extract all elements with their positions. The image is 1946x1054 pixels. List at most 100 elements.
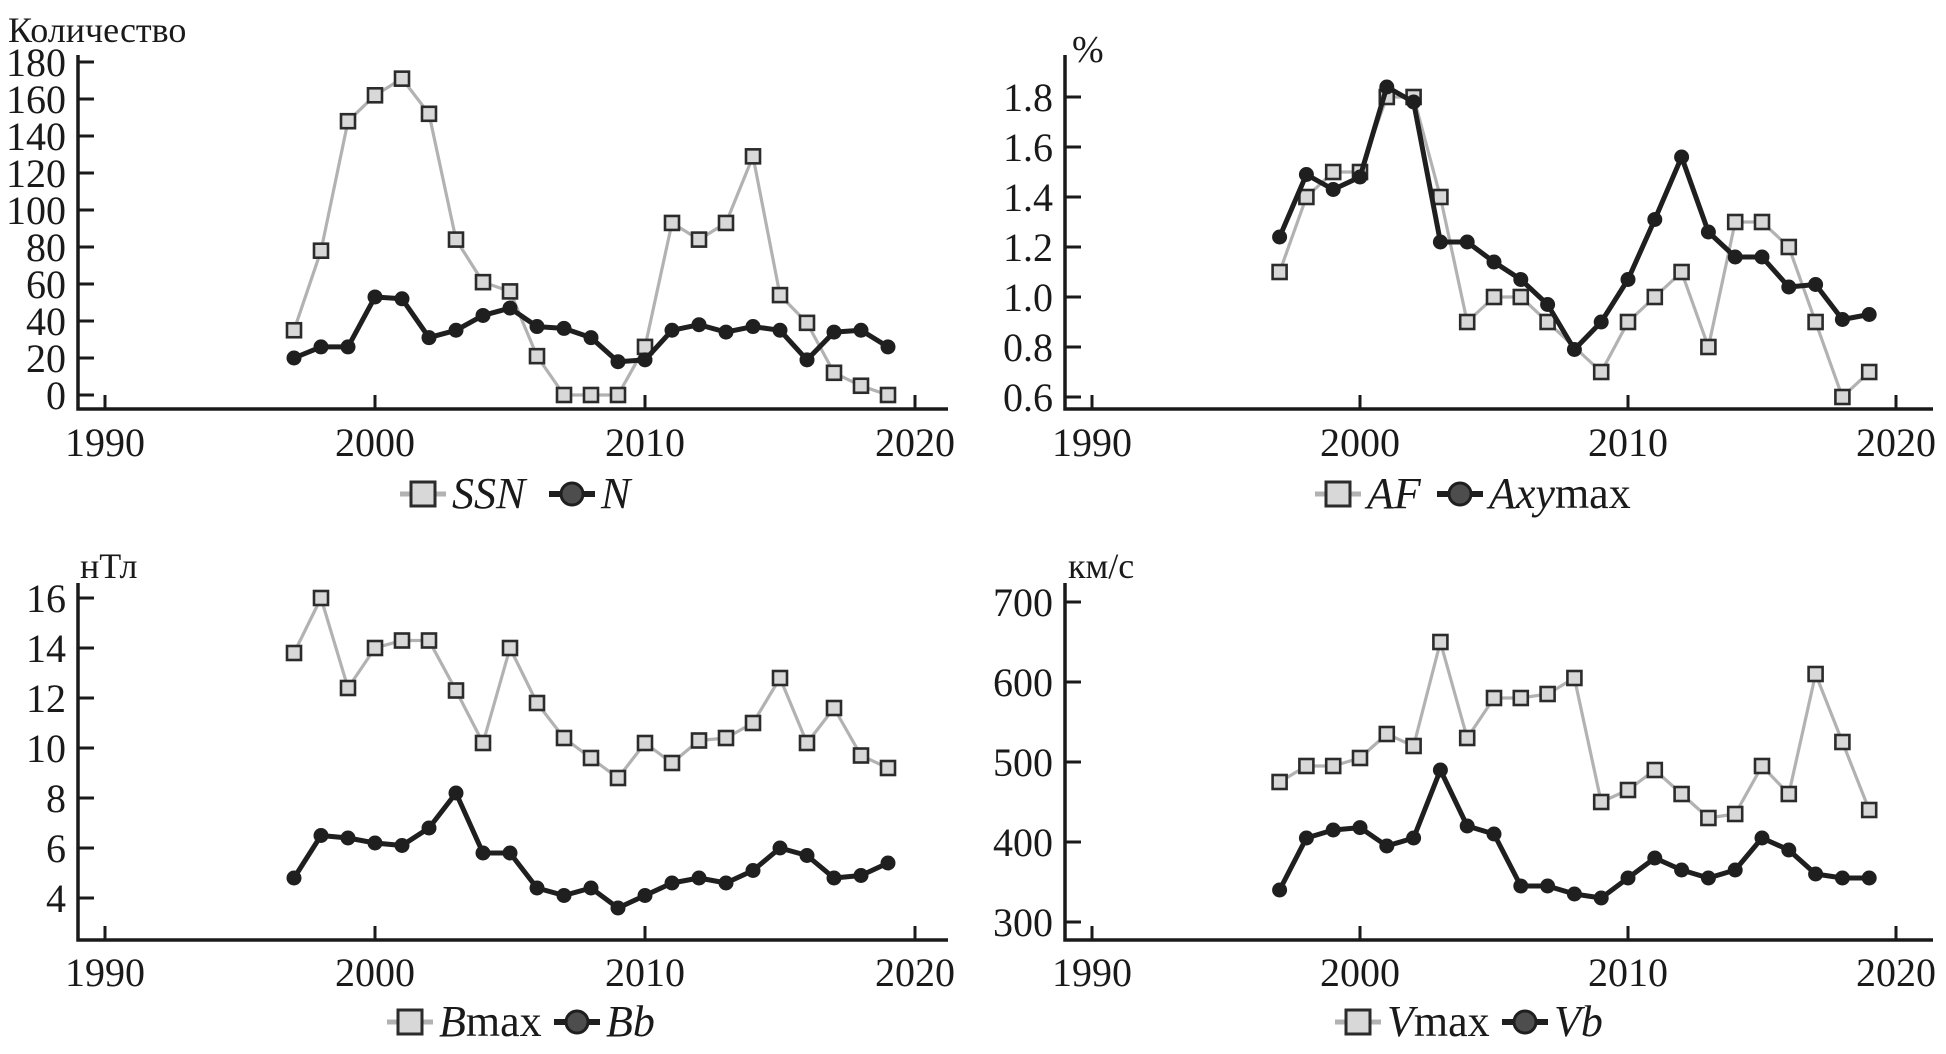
AF-point bbox=[1646, 288, 1664, 306]
series-Bb bbox=[286, 785, 896, 916]
y-tick-label: 14 bbox=[26, 626, 66, 671]
y-tick-label: 8 bbox=[46, 776, 66, 821]
Axymax-point bbox=[1754, 249, 1770, 265]
N-point bbox=[529, 319, 545, 335]
series-Axymax bbox=[1272, 79, 1877, 357]
Axymax-point bbox=[1700, 224, 1716, 240]
N-point bbox=[394, 291, 410, 307]
N-point bbox=[556, 320, 572, 336]
Vmax-point bbox=[1458, 729, 1476, 747]
Bmax-point bbox=[690, 732, 708, 749]
legend-label-Vmax: Vmax bbox=[1387, 997, 1490, 1046]
AF-point bbox=[1780, 238, 1798, 256]
x-tick-label: 2020 bbox=[875, 420, 955, 465]
y-tick-label: 1.6 bbox=[1003, 125, 1053, 170]
SSN-point bbox=[744, 148, 762, 165]
Vb-point bbox=[1432, 762, 1448, 778]
y-tick-label: 1.2 bbox=[1003, 225, 1053, 270]
Bmax-point bbox=[447, 682, 465, 699]
Vb-point bbox=[1647, 850, 1663, 866]
AF-point bbox=[1458, 313, 1476, 331]
Bb-point bbox=[745, 863, 761, 878]
Axymax-point bbox=[1486, 254, 1502, 270]
SSN-point bbox=[798, 314, 816, 332]
SSN-point bbox=[474, 273, 492, 291]
Bb-point bbox=[799, 848, 815, 863]
Vmax-point bbox=[1673, 785, 1690, 803]
Axymax-point bbox=[1593, 314, 1609, 330]
y-tick-label: 500 bbox=[993, 740, 1053, 785]
legend-nT: Bmax Bb bbox=[387, 997, 655, 1046]
Bb-point bbox=[367, 835, 383, 851]
legend-label-SSN: SSN bbox=[452, 469, 528, 518]
Vmax-point bbox=[1619, 781, 1637, 799]
Vb-point bbox=[1674, 862, 1690, 878]
AF-point bbox=[1700, 338, 1717, 356]
x-tick-label: 1990 bbox=[1052, 420, 1132, 465]
N-point bbox=[502, 300, 518, 316]
N-point bbox=[340, 339, 356, 355]
Vmax-point bbox=[1646, 761, 1664, 779]
panel-percent: 0.6 0.8 1.0 1.2 1.4 1.6 1.8 1990 2000 2010 2020% AF… bbox=[1003, 29, 1936, 518]
y-tick-label: 16 bbox=[26, 576, 66, 621]
AF-point bbox=[1834, 388, 1851, 406]
Bb-point bbox=[826, 870, 842, 886]
legend-label-AF: AF bbox=[1364, 469, 1422, 518]
Vmax-point bbox=[1324, 757, 1342, 775]
Axymax-point bbox=[1513, 272, 1529, 287]
legend-label-Bb: Bb bbox=[606, 997, 655, 1046]
Vb-point bbox=[1486, 826, 1502, 842]
y-tick-label: 80 bbox=[26, 225, 66, 270]
Vb-point bbox=[1781, 842, 1797, 858]
SSN-point bbox=[285, 321, 303, 339]
legend-label-Axymax: Axymax bbox=[1486, 469, 1631, 518]
Vmax-point bbox=[1807, 665, 1824, 683]
N-point bbox=[826, 324, 842, 340]
legend-label-Bmax: Bmax bbox=[439, 997, 542, 1046]
x-tick-label: 2000 bbox=[335, 950, 415, 995]
y-tick-label: 1.0 bbox=[1003, 275, 1053, 320]
y-tick-label: 0.8 bbox=[1003, 325, 1053, 370]
Vb-point bbox=[1379, 838, 1395, 854]
Bb-point bbox=[637, 888, 653, 903]
Bb-point bbox=[664, 875, 680, 891]
y-tick-label: 400 bbox=[993, 820, 1053, 865]
Bb-point bbox=[853, 868, 869, 883]
SSN-point bbox=[366, 87, 384, 104]
Vb-point bbox=[1808, 866, 1824, 882]
N-point bbox=[367, 289, 383, 305]
SSN-point bbox=[771, 286, 789, 304]
Vmax-point bbox=[1539, 685, 1556, 703]
Bmax-point bbox=[339, 679, 357, 697]
axis-unit-label: % bbox=[1072, 29, 1104, 71]
SSN-point bbox=[501, 283, 519, 300]
Vmax-point bbox=[1566, 669, 1583, 687]
Vb-point bbox=[1298, 830, 1314, 846]
AF-point bbox=[1726, 213, 1744, 231]
Vmax-point bbox=[1378, 725, 1396, 743]
y-tick-label: 120 bbox=[6, 151, 66, 196]
SSN-point bbox=[690, 231, 708, 248]
y-tick-label: 4 bbox=[46, 876, 66, 921]
y-tick-label: 0.6 bbox=[1003, 375, 1053, 420]
Bb-point bbox=[556, 888, 572, 903]
y-tick-label: 20 bbox=[26, 336, 66, 381]
Axymax-point bbox=[1298, 167, 1314, 182]
N-point bbox=[286, 350, 302, 366]
Axymax-point bbox=[1620, 272, 1636, 287]
y-tick-label: 12 bbox=[26, 676, 66, 721]
Axymax-point bbox=[1272, 229, 1288, 245]
axis-unit-label: Количество bbox=[8, 10, 186, 50]
Vb-point bbox=[1513, 878, 1529, 894]
series-Vb bbox=[1272, 762, 1877, 906]
Bb-point bbox=[880, 855, 896, 871]
Axymax-point bbox=[1674, 149, 1690, 165]
SSN-point bbox=[555, 386, 573, 404]
Bmax-point bbox=[501, 639, 519, 657]
legend-kms: Vmax Vb bbox=[1335, 997, 1603, 1046]
x-tick-label: 2000 bbox=[1320, 950, 1400, 995]
x-tick-label: 2010 bbox=[605, 420, 685, 465]
N-point bbox=[772, 322, 788, 338]
